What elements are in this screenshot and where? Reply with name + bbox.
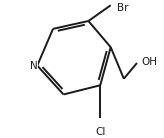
- Text: OH: OH: [141, 57, 157, 67]
- Text: Br: Br: [117, 3, 129, 13]
- Text: Cl: Cl: [95, 127, 105, 137]
- Text: N: N: [30, 61, 37, 71]
